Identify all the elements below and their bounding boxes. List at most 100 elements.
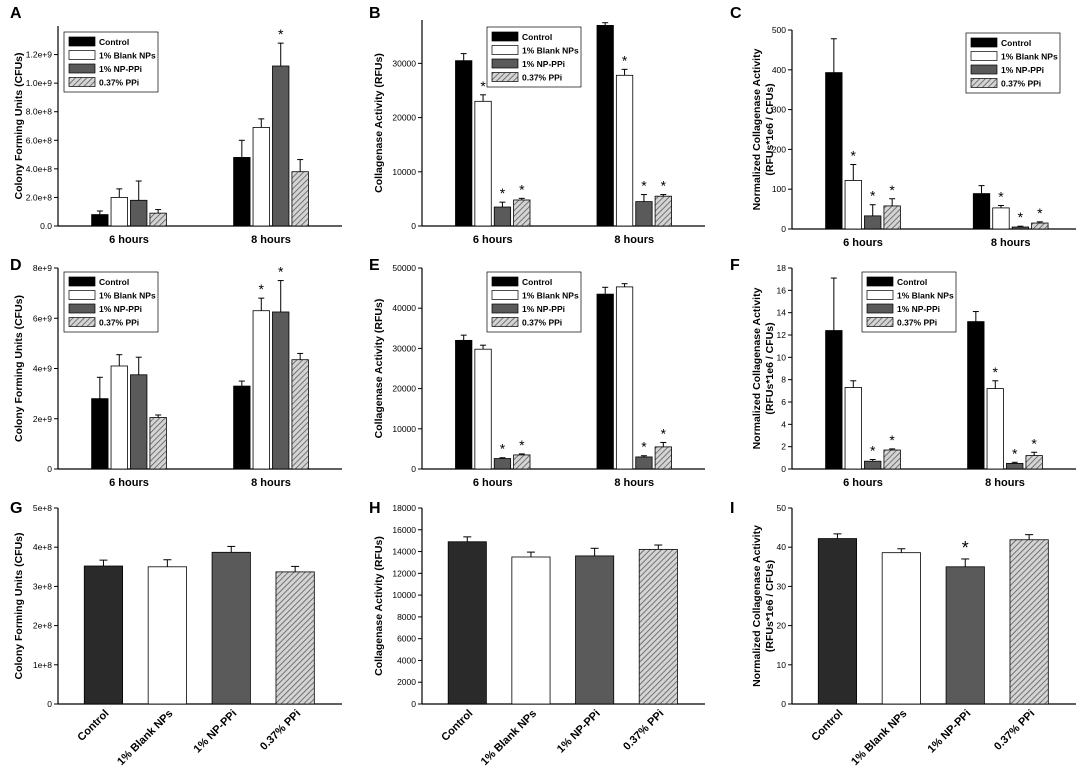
legend-swatch — [68, 276, 96, 287]
y-tick-label: 8e+9 — [33, 263, 52, 273]
significance-star: * — [622, 52, 628, 68]
bar-control — [91, 398, 109, 470]
legend-label: 0.37% PPi — [99, 318, 139, 328]
y-axis-label: Colony Forming Units (CFUs) — [13, 295, 25, 442]
legend-swatch — [68, 50, 96, 60]
significance-star: * — [993, 364, 999, 380]
x-category-label: 1% Blank NPs — [479, 708, 539, 768]
x-category-label: 6 hours — [843, 237, 883, 249]
significance-star: * — [500, 441, 506, 457]
bar-1-blank-nps — [474, 100, 492, 227]
y-axis-label-line: (RFUs*1e6 / CFUs) — [764, 560, 776, 652]
y-tick-label: 2.0e+8 — [26, 192, 53, 202]
bar-1-blank-nps — [252, 127, 270, 227]
panel-e: E 0 10000 20000 30000 40000 50000 Collagenase A… — [369, 257, 705, 489]
y-tick-label: 2e+8 — [33, 621, 52, 631]
legend-swatch — [491, 290, 519, 300]
y-axis-label-line: (RFUs*1e6 / CFUs) — [764, 83, 776, 175]
y-axis-label: Normalized Collagenase Activity(RFUs*1e6… — [751, 287, 776, 449]
y-tick-label: 4.0e+8 — [26, 164, 53, 174]
bar-0-37-ppi — [275, 571, 315, 705]
bar-0-37-ppi — [1009, 539, 1049, 705]
y-tick-label: 0 — [411, 464, 416, 474]
panel-letter: B — [369, 5, 381, 22]
x-category-label: 8 hours — [251, 477, 291, 489]
legend-swatch — [491, 303, 519, 314]
panel-letter: C — [730, 5, 742, 22]
y-tick-label: 0 — [781, 464, 786, 474]
bar-control — [455, 60, 473, 227]
legend-label: 1% NP-PPi — [522, 304, 565, 314]
y-axis-label: Collagenase Activity (RFUs) — [373, 536, 385, 676]
y-tick-label: 0 — [411, 699, 416, 709]
legend-label: Control — [522, 32, 552, 42]
y-tick-label: 40 — [777, 542, 787, 552]
bar-0-37-ppi — [149, 212, 167, 227]
panel-h: H 0 2000 4000 6000 8000 10000 12000 14000 16000 18… — [369, 500, 705, 768]
bar-1-np-ppi — [130, 374, 148, 470]
bar-1-blank-nps — [881, 552, 921, 705]
panel-g: G 0 1e+8 2e+8 3e+8 4e+8 5e+8 Colony Forming Uni… — [10, 500, 342, 768]
legend-swatch — [866, 290, 894, 300]
y-tick-label: 40000 — [392, 303, 416, 313]
y-tick-label: 0 — [47, 699, 52, 709]
y-tick-label: 5e+8 — [33, 503, 52, 513]
bar-1-np-ppi — [211, 551, 251, 705]
bar-control — [233, 157, 251, 227]
y-tick-label: 12000 — [392, 568, 416, 578]
legend-swatch — [68, 77, 96, 87]
x-category-label: 6 hours — [843, 477, 883, 489]
significance-star: * — [641, 439, 647, 455]
bar-0-37-ppi — [513, 199, 531, 227]
significance-star: * — [278, 26, 284, 42]
y-tick-label: 1.2e+9 — [26, 50, 53, 60]
bar-1-np-ppi — [1011, 226, 1030, 230]
legend-label: 1% Blank NPs — [1001, 52, 1058, 62]
y-tick-label: 0 — [411, 221, 416, 231]
significance-star: * — [851, 148, 857, 164]
x-category-label: 0.37% PPi — [621, 708, 666, 753]
legend-label: 1% Blank NPs — [522, 291, 579, 301]
legend: Control 1% Blank NPs 1% NP-PPi 0.37% PPi — [486, 271, 582, 333]
panel-f: F 0 2 4 6 8 10 12 14 16 18 Normalized Collagenase A… — [730, 257, 1076, 489]
y-tick-label: 20 — [777, 621, 787, 631]
bar-1-np-ppi — [864, 460, 882, 470]
x-category-label: 6 hours — [473, 477, 513, 489]
y-tick-label: 4e+8 — [33, 542, 52, 552]
x-category-label: 0.37% PPi — [258, 708, 303, 753]
bar-control — [91, 214, 109, 227]
legend-label: 1% Blank NPs — [99, 51, 156, 61]
y-tick-label: 16000 — [392, 525, 416, 535]
significance-star: * — [962, 538, 969, 558]
y-tick-label: 10 — [777, 660, 787, 670]
x-category-label: 1% NP-PPi — [555, 708, 603, 756]
y-tick-label: 6e+9 — [33, 313, 52, 323]
y-tick-label: 12 — [777, 330, 787, 340]
y-tick-label: 8.0e+8 — [26, 107, 53, 117]
legend-label: 1% NP-PPi — [1001, 65, 1044, 75]
significance-star: * — [998, 189, 1004, 205]
y-tick-label: 10000 — [392, 167, 416, 177]
legend-swatch — [68, 303, 96, 314]
y-tick-label: 18000 — [392, 503, 416, 513]
y-axis-label-line: Normalized Collagenase Activity — [751, 48, 763, 210]
bar-control — [596, 25, 614, 227]
y-tick-label: 20000 — [392, 384, 416, 394]
y-tick-label: 10000 — [392, 590, 416, 600]
y-tick-label: 30000 — [392, 58, 416, 68]
y-tick-label: 0 — [47, 464, 52, 474]
legend-swatch — [491, 45, 519, 55]
legend-label: 1% NP-PPi — [522, 59, 565, 69]
x-category-label: 0.37% PPi — [992, 708, 1037, 753]
bar-0-37-ppi — [654, 195, 672, 227]
legend: Control 1% Blank NPs 1% NP-PPi 0.37% PPi — [861, 271, 957, 333]
legend-swatch — [68, 317, 96, 327]
bar-control — [83, 565, 124, 705]
bar-control — [596, 293, 614, 470]
significance-star: * — [278, 264, 284, 280]
y-tick-label: 500 — [772, 25, 786, 35]
y-tick-label: 1e+8 — [33, 660, 52, 670]
y-tick-label: 4000 — [397, 655, 416, 665]
x-category-label: Control — [75, 708, 111, 744]
